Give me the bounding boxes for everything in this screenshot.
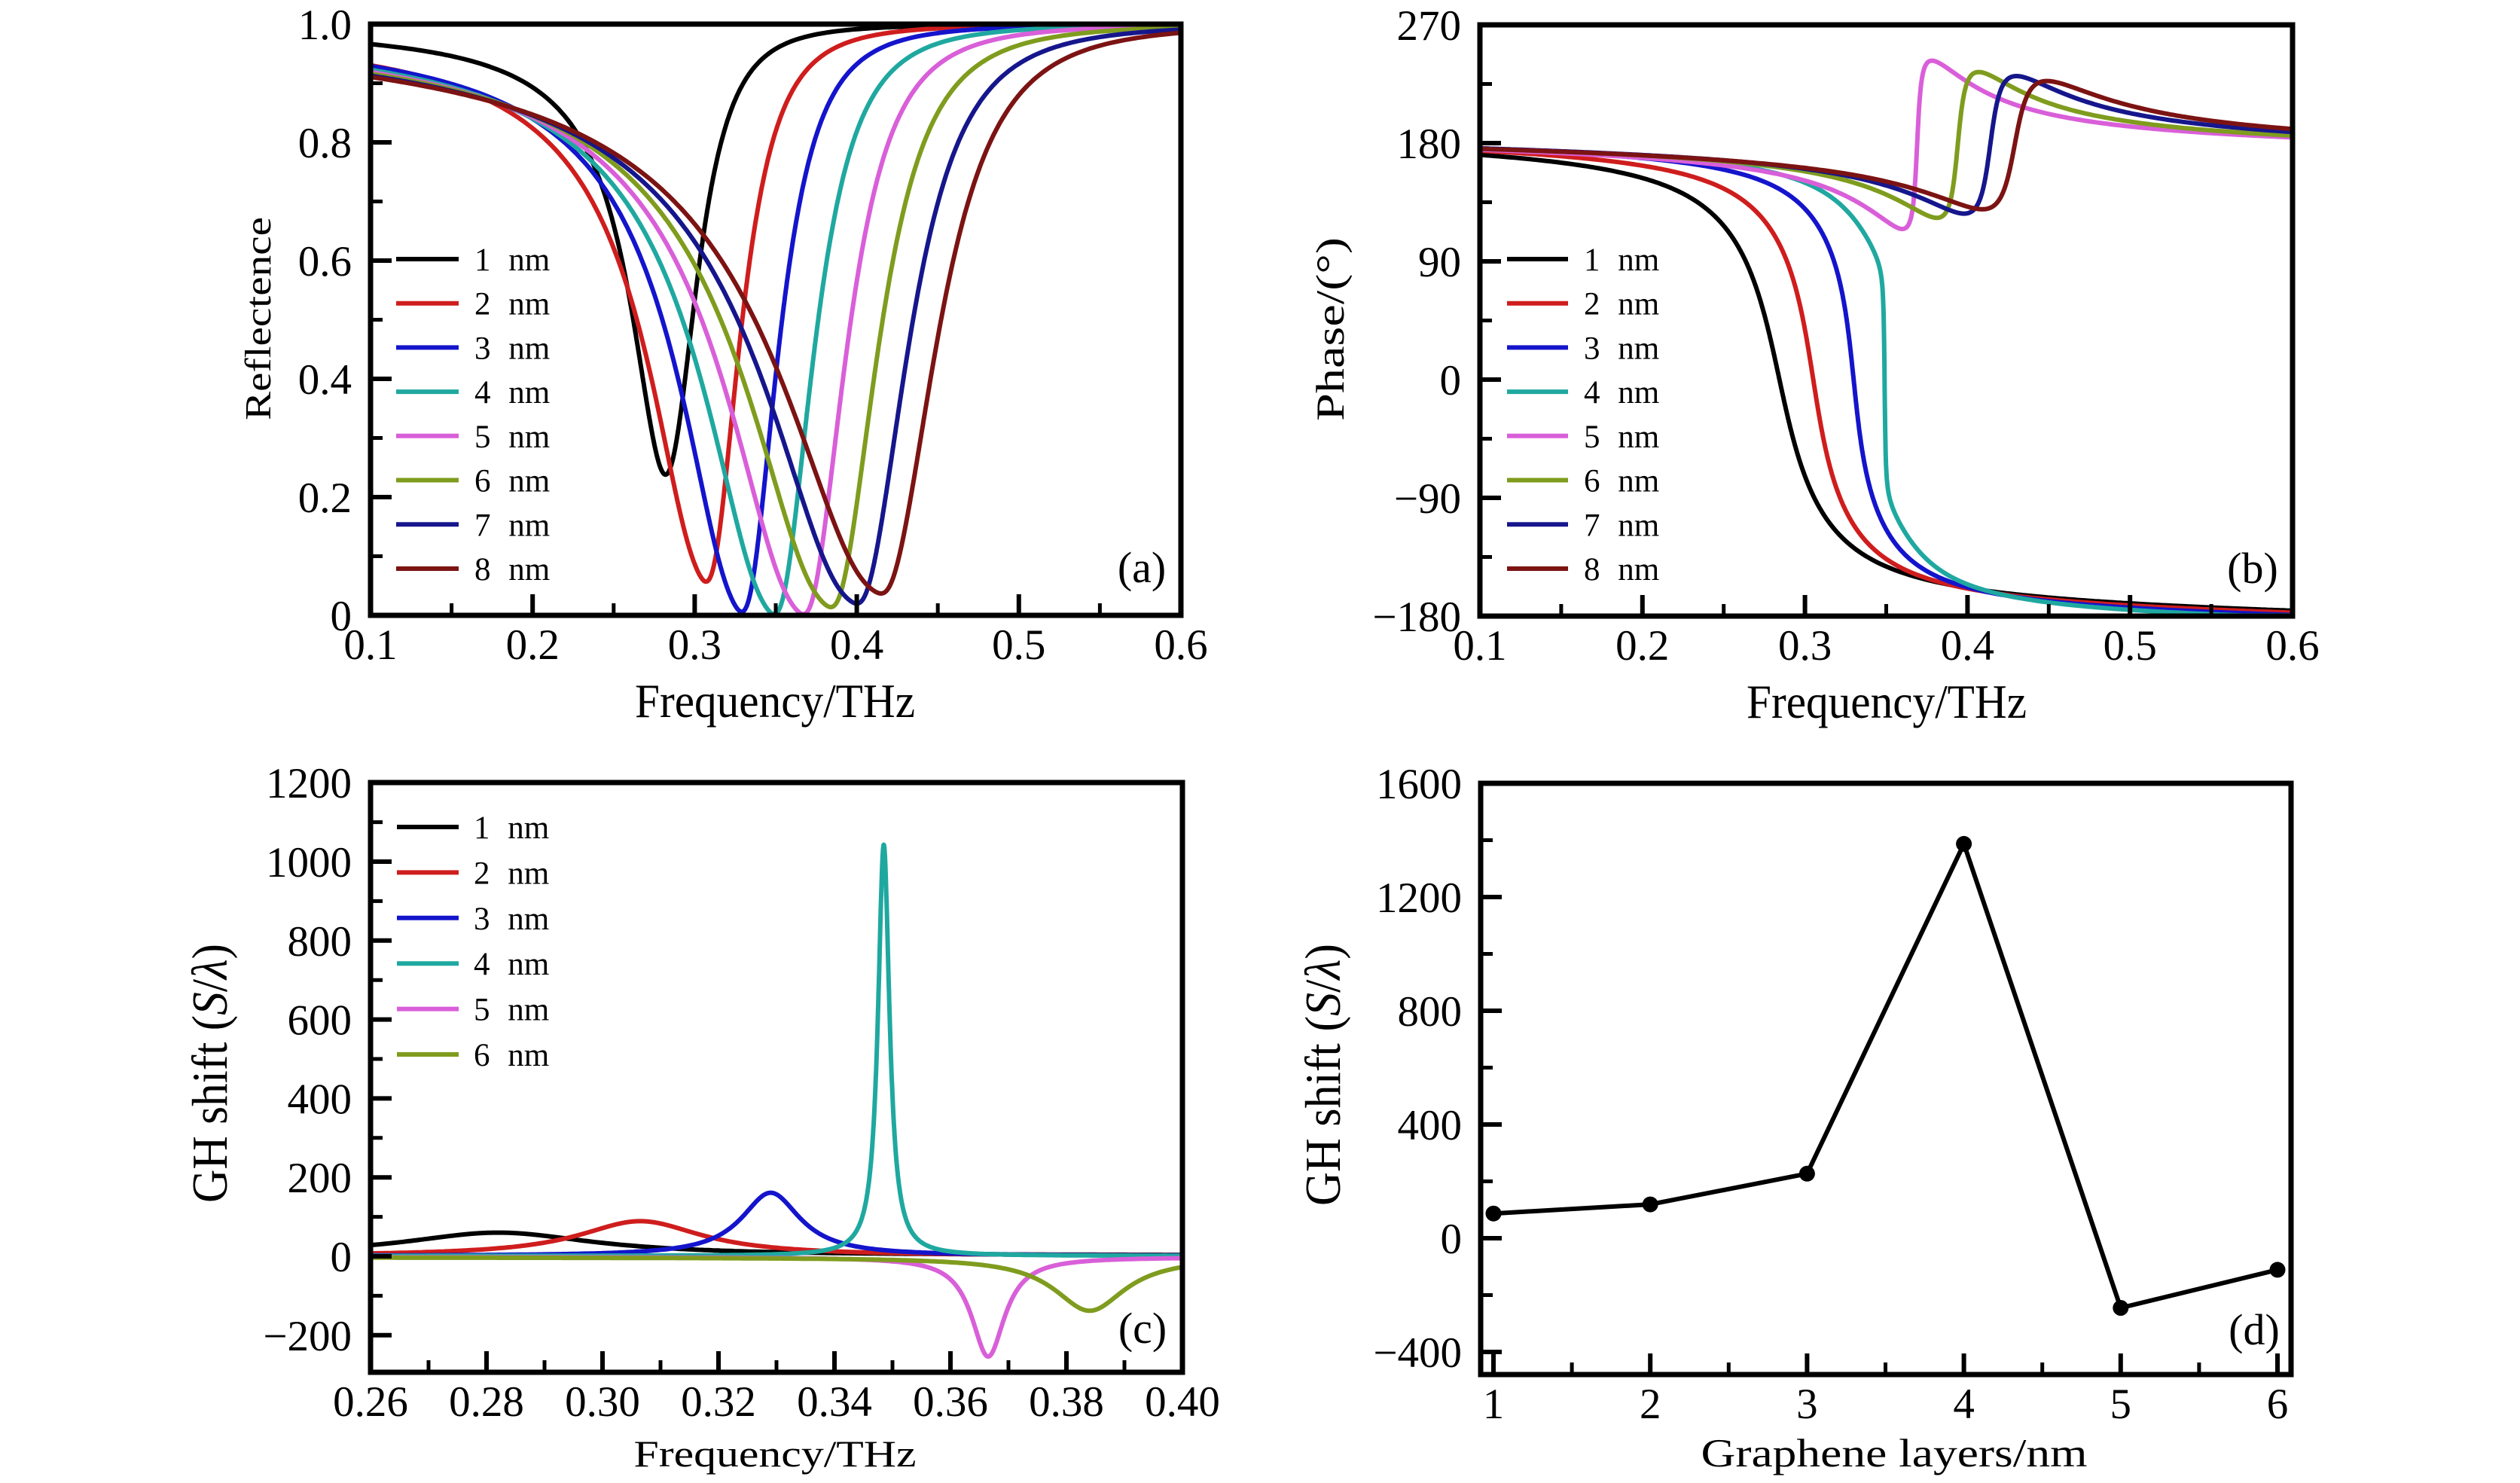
svg-text:1 nm: 1 nm [1584, 243, 1659, 278]
svg-text:1000: 1000 [266, 839, 352, 886]
svg-text:90: 90 [1418, 239, 1461, 286]
svg-text:7 nm: 7 nm [474, 508, 550, 543]
svg-text:0.3: 0.3 [1778, 622, 1832, 670]
svg-text:0.40: 0.40 [1145, 1378, 1220, 1426]
svg-text:800: 800 [1398, 988, 1463, 1036]
svg-text:2: 2 [1640, 1381, 1661, 1428]
svg-text:0.32: 0.32 [681, 1378, 756, 1426]
svg-text:400: 400 [1398, 1102, 1463, 1149]
svg-text:1 nm: 1 nm [474, 243, 550, 278]
svg-text:3: 3 [1796, 1381, 1818, 1428]
svg-text:0.4: 0.4 [298, 356, 352, 404]
svg-text:0: 0 [1440, 357, 1462, 404]
svg-text:0: 0 [331, 1234, 352, 1281]
svg-text:0.4: 0.4 [830, 621, 883, 669]
svg-text:1600: 1600 [1376, 761, 1462, 808]
svg-text:7 nm: 7 nm [1584, 508, 1659, 543]
svg-text:8 nm: 8 nm [1584, 552, 1659, 587]
svg-text:0.4: 0.4 [1941, 622, 1994, 670]
svg-text:Frequency/THz: Frequency/THz [634, 1433, 917, 1475]
svg-text:400: 400 [288, 1076, 352, 1123]
svg-text:(b): (b) [2227, 544, 2278, 593]
svg-text:GH shift (S/λ): GH shift (S/λ) [1295, 944, 1351, 1206]
svg-text:0.5: 0.5 [2104, 622, 2157, 670]
svg-text:1200: 1200 [266, 760, 352, 807]
svg-text:6 nm: 6 nm [1584, 464, 1659, 499]
svg-text:180: 180 [1397, 121, 1462, 168]
svg-text:270: 270 [1397, 2, 1462, 50]
svg-text:(c): (c) [1118, 1304, 1167, 1353]
svg-text:0.8: 0.8 [298, 120, 352, 167]
svg-text:1 nm: 1 nm [474, 810, 549, 846]
svg-text:0.26: 0.26 [333, 1378, 408, 1426]
svg-text:0.34: 0.34 [797, 1378, 872, 1426]
svg-text:(a): (a) [1118, 543, 1166, 592]
svg-text:0.3: 0.3 [668, 621, 722, 669]
svg-text:3 nm: 3 nm [474, 902, 549, 937]
svg-text:0.1: 0.1 [343, 621, 397, 669]
svg-text:2 nm: 2 nm [474, 856, 549, 891]
svg-text:0: 0 [1441, 1216, 1463, 1263]
svg-text:0.38: 0.38 [1029, 1378, 1104, 1426]
svg-text:6 nm: 6 nm [474, 1038, 549, 1073]
svg-text:Graphene layers/nm: Graphene layers/nm [1701, 1432, 2088, 1475]
svg-text:4 nm: 4 nm [474, 375, 550, 410]
svg-text:Frequency/THz: Frequency/THz [635, 674, 915, 728]
svg-text:−200: −200 [263, 1313, 352, 1360]
svg-text:800: 800 [288, 918, 352, 966]
svg-text:0.30: 0.30 [565, 1378, 640, 1426]
svg-text:4 nm: 4 nm [1584, 375, 1659, 410]
svg-text:0.28: 0.28 [449, 1378, 524, 1426]
svg-text:0.5: 0.5 [992, 621, 1045, 669]
svg-text:0: 0 [331, 593, 352, 640]
svg-text:0.2: 0.2 [506, 621, 560, 669]
svg-text:600: 600 [288, 997, 352, 1045]
svg-text:1.0: 1.0 [298, 2, 352, 49]
svg-text:−180: −180 [1372, 594, 1461, 641]
svg-text:(d): (d) [2229, 1305, 2280, 1354]
svg-text:Phase/(°): Phase/(°) [1309, 237, 1353, 421]
svg-text:0.1: 0.1 [1453, 622, 1506, 670]
svg-text:2 nm: 2 nm [474, 287, 550, 322]
svg-text:2 nm: 2 nm [1584, 287, 1659, 322]
svg-text:0.6: 0.6 [2265, 622, 2319, 670]
svg-text:6 nm: 6 nm [474, 464, 550, 499]
svg-text:Reflectence: Reflectence [237, 217, 279, 420]
svg-text:8 nm: 8 nm [474, 552, 550, 587]
svg-text:3 nm: 3 nm [474, 331, 550, 366]
svg-text:6: 6 [2267, 1381, 2289, 1428]
svg-text:0.36: 0.36 [913, 1378, 988, 1426]
svg-text:−90: −90 [1394, 475, 1461, 523]
svg-text:1: 1 [1483, 1381, 1505, 1428]
svg-text:0.6: 0.6 [298, 238, 352, 285]
svg-text:5 nm: 5 nm [474, 993, 549, 1028]
svg-text:5 nm: 5 nm [1584, 420, 1659, 455]
svg-text:200: 200 [288, 1155, 352, 1202]
svg-text:4: 4 [1953, 1381, 1975, 1428]
svg-text:0.2: 0.2 [298, 474, 352, 522]
svg-text:GH shift (S/λ): GH shift (S/λ) [182, 944, 238, 1203]
svg-text:−400: −400 [1373, 1329, 1462, 1377]
svg-text:0.6: 0.6 [1154, 621, 1207, 669]
svg-text:Frequency/THz: Frequency/THz [1747, 675, 2027, 728]
svg-text:0.2: 0.2 [1615, 622, 1669, 670]
svg-text:1200: 1200 [1376, 874, 1462, 922]
svg-text:5: 5 [2110, 1381, 2132, 1428]
svg-text:4 nm: 4 nm [474, 947, 549, 982]
svg-text:3 nm: 3 nm [1584, 331, 1659, 366]
svg-text:5 nm: 5 nm [474, 420, 550, 455]
